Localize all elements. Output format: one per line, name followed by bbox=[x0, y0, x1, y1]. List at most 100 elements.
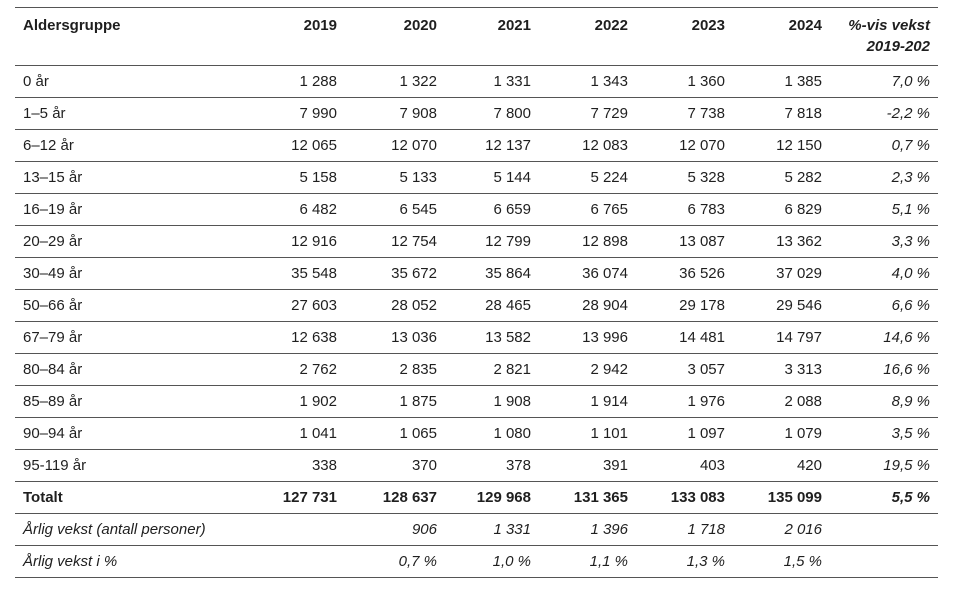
year-value-cell: 2 821 bbox=[445, 353, 539, 386]
growth-value-cell bbox=[830, 513, 938, 546]
year-value-cell: 1 343 bbox=[539, 65, 636, 98]
column-header-2021: 2021 bbox=[445, 7, 539, 66]
row-label-cell: 67–79 år bbox=[15, 321, 250, 354]
year-value-cell: 2 088 bbox=[733, 385, 830, 418]
year-value-cell: 12 070 bbox=[345, 129, 445, 162]
growth-value-cell: 7,0 % bbox=[830, 65, 938, 98]
year-value-cell: 1 097 bbox=[636, 417, 733, 450]
table-row: 85–89 år 1 902 1 875 1 908 1 914 1 976 2 088 8,… bbox=[15, 385, 938, 418]
year-value-cell: 3 313 bbox=[733, 353, 830, 386]
year-value-cell: 5 224 bbox=[539, 161, 636, 194]
year-value-cell: 29 178 bbox=[636, 289, 733, 322]
year-value-cell: 7 800 bbox=[445, 97, 539, 130]
year-value-cell: 36 074 bbox=[539, 257, 636, 290]
growth-value-cell: 16,6 % bbox=[830, 353, 938, 386]
growth-value-cell: 2,3 % bbox=[830, 161, 938, 194]
year-value-cell: 370 bbox=[345, 449, 445, 482]
year-value-cell: 906 bbox=[345, 513, 445, 546]
row-label-cell: 0 år bbox=[15, 65, 250, 98]
year-value-cell: 6 829 bbox=[733, 193, 830, 226]
year-value-cell: 28 904 bbox=[539, 289, 636, 322]
column-header-2020: 2020 bbox=[345, 7, 445, 66]
year-value-cell: 391 bbox=[539, 449, 636, 482]
year-value-cell: 1 065 bbox=[345, 417, 445, 450]
row-label-cell: 13–15 år bbox=[15, 161, 250, 194]
year-value-cell: 12 799 bbox=[445, 225, 539, 258]
column-header-2022: 2022 bbox=[539, 7, 636, 66]
row-label-cell: 50–66 år bbox=[15, 289, 250, 322]
table-row: 1–5 år 7 990 7 908 7 800 7 729 7 738 7 818 -2,2… bbox=[15, 97, 938, 130]
year-value-cell: 12 065 bbox=[250, 129, 345, 162]
growth-value-cell: 3,3 % bbox=[830, 225, 938, 258]
year-value-cell: 12 898 bbox=[539, 225, 636, 258]
year-value-cell: 27 603 bbox=[250, 289, 345, 322]
table-row: Årlig vekst (antall personer) 906 1 331 1 3… bbox=[15, 513, 938, 546]
year-value-cell: 6 659 bbox=[445, 193, 539, 226]
growth-value-cell: 19,5 % bbox=[830, 449, 938, 482]
row-label-cell: Årlig vekst (antall personer) bbox=[15, 513, 250, 546]
year-value-cell: 2 762 bbox=[250, 353, 345, 386]
year-value-cell: 1 385 bbox=[733, 65, 830, 98]
year-value-cell: 1,3 % bbox=[636, 545, 733, 578]
year-value-cell: 12 754 bbox=[345, 225, 445, 258]
year-value-cell: 133 083 bbox=[636, 481, 733, 514]
row-label-cell: 1–5 år bbox=[15, 97, 250, 130]
table-row: 95-119 år 338 370 378 391 403 420 19,5 % bbox=[15, 449, 938, 482]
table-row: 13–15 år 5 158 5 133 5 144 5 224 5 328 5 282 2,… bbox=[15, 161, 938, 194]
year-value-cell: 12 150 bbox=[733, 129, 830, 162]
column-header-percent-growth: %-vis vekst 2019-202 bbox=[830, 7, 938, 66]
column-header-2019: 2019 bbox=[250, 7, 345, 66]
year-value-cell: 1 976 bbox=[636, 385, 733, 418]
year-value-cell: 2 016 bbox=[733, 513, 830, 546]
year-value-cell: 7 729 bbox=[539, 97, 636, 130]
year-value-cell: 1 322 bbox=[345, 65, 445, 98]
year-value-cell: 420 bbox=[733, 449, 830, 482]
table-row: Årlig vekst i % 0,7 % 1,0 % 1,1 % 1,3 % 1,5 % bbox=[15, 545, 938, 578]
year-value-cell: 129 968 bbox=[445, 481, 539, 514]
year-value-cell: 14 797 bbox=[733, 321, 830, 354]
column-header-2023: 2023 bbox=[636, 7, 733, 66]
year-value-cell: 1 718 bbox=[636, 513, 733, 546]
year-value-cell: 1 080 bbox=[445, 417, 539, 450]
year-value-cell: 135 099 bbox=[733, 481, 830, 514]
year-value-cell: 5 133 bbox=[345, 161, 445, 194]
year-value-cell: 1 288 bbox=[250, 65, 345, 98]
year-value-cell: 3 057 bbox=[636, 353, 733, 386]
year-value-cell: 403 bbox=[636, 449, 733, 482]
growth-value-cell: 4,0 % bbox=[830, 257, 938, 290]
year-value-cell: 12 083 bbox=[539, 129, 636, 162]
year-value-cell: 6 765 bbox=[539, 193, 636, 226]
row-label-cell: Totalt bbox=[15, 481, 250, 514]
year-value-cell: 5 282 bbox=[733, 161, 830, 194]
year-value-cell: 131 365 bbox=[539, 481, 636, 514]
year-value-cell: 7 818 bbox=[733, 97, 830, 130]
row-label-cell: 20–29 år bbox=[15, 225, 250, 258]
year-value-cell: 5 328 bbox=[636, 161, 733, 194]
growth-value-cell: 5,1 % bbox=[830, 193, 938, 226]
row-label-cell: 80–84 år bbox=[15, 353, 250, 386]
table-row: 50–66 år 27 603 28 052 28 465 28 904 29 178 29… bbox=[15, 289, 938, 322]
year-value-cell: 127 731 bbox=[250, 481, 345, 514]
year-value-cell: 12 070 bbox=[636, 129, 733, 162]
table-row: 0 år 1 288 1 322 1 331 1 343 1 360 1 385 7,0 % bbox=[15, 65, 938, 98]
growth-value-cell: 5,5 % bbox=[830, 481, 938, 514]
year-value-cell: 13 036 bbox=[345, 321, 445, 354]
table-row: 16–19 år 6 482 6 545 6 659 6 765 6 783 6 829 5,… bbox=[15, 193, 938, 226]
column-header-2024: 2024 bbox=[733, 7, 830, 66]
year-value-cell: 1 041 bbox=[250, 417, 345, 450]
growth-value-cell: 3,5 % bbox=[830, 417, 938, 450]
age-group-population-table: Aldersgruppe 2019 2020 2021 2022 2023 20… bbox=[15, 7, 938, 578]
year-value-cell: 1,1 % bbox=[539, 545, 636, 578]
row-label-cell: 90–94 år bbox=[15, 417, 250, 450]
year-value-cell: 1 914 bbox=[539, 385, 636, 418]
year-value-cell: 6 783 bbox=[636, 193, 733, 226]
year-value-cell: 28 052 bbox=[345, 289, 445, 322]
year-value-cell: 2 835 bbox=[345, 353, 445, 386]
year-value-cell: 1 331 bbox=[445, 65, 539, 98]
row-label-cell: 85–89 år bbox=[15, 385, 250, 418]
year-value-cell: 1 875 bbox=[345, 385, 445, 418]
row-label-cell: 95-119 år bbox=[15, 449, 250, 482]
row-label-cell: 16–19 år bbox=[15, 193, 250, 226]
year-value-cell: 2 942 bbox=[539, 353, 636, 386]
